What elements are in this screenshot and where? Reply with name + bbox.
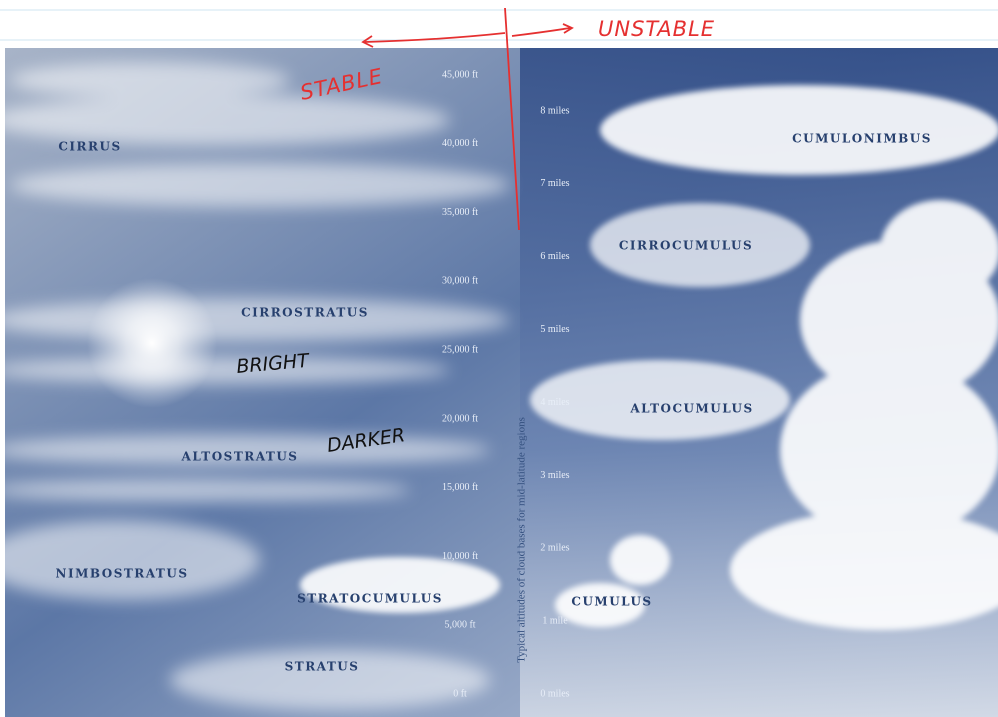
altitude-ft-label: 5,000 ft [444, 620, 475, 631]
altitude-ft-label: 30,000 ft [442, 276, 478, 287]
sun [87, 278, 217, 408]
cloud-label: CIRRUS [58, 140, 121, 154]
cloud-label: STRATUS [285, 660, 360, 674]
altitude-miles-label: 6 miles [540, 251, 569, 262]
altitude-ft-label: 45,000 ft [442, 69, 478, 80]
cloud-chart-screenshot: CIRRUS CUMULONIMBUS CIRROCUMULUS CIRROSTRAT… [0, 0, 998, 717]
altitude-miles-label: 3 miles [540, 470, 569, 481]
cloud-label: CIRROCUMULUS [619, 239, 753, 253]
cloud-label: CUMULONIMBUS [792, 132, 932, 146]
notebook-lines [0, 10, 998, 40]
altitude-ft-label: 0 ft [453, 688, 467, 699]
altitude-ft-label: 35,000 ft [442, 207, 478, 218]
altitude-ft-label: 40,000 ft [442, 138, 478, 149]
cloud-label: NIMBOSTRATUS [56, 567, 189, 581]
cloud-label: STRATOCUMULUS [297, 592, 443, 606]
altitude-miles-label: 1 mile [542, 616, 568, 627]
cloud-label: CIRROSTRATUS [241, 306, 369, 320]
altitude-miles-label: 4 miles [540, 397, 569, 408]
altitude-ft-label: 25,000 ft [442, 344, 478, 355]
cloud-label: ALTOSTRATUS [181, 450, 299, 464]
altitude-miles-label: 2 miles [540, 543, 569, 554]
altitude-ft-label: 20,000 ft [442, 413, 478, 424]
altitude-miles-label: 5 miles [540, 324, 569, 335]
axis-label: Typical altitudes of cloud bases for mid… [516, 417, 528, 663]
cloud-label: ALTOCUMULUS [629, 402, 753, 416]
altitude-ft-label: 10,000 ft [442, 551, 478, 562]
altitude-miles-label: 8 miles [540, 105, 569, 116]
altitude-miles-label: 7 miles [540, 178, 569, 189]
annotation-unstable: UNSTABLE [598, 17, 715, 41]
altitude-ft-label: 15,000 ft [442, 482, 478, 493]
cloud-label: CUMULUS [571, 595, 652, 609]
altitude-miles-label: 0 miles [540, 688, 569, 699]
